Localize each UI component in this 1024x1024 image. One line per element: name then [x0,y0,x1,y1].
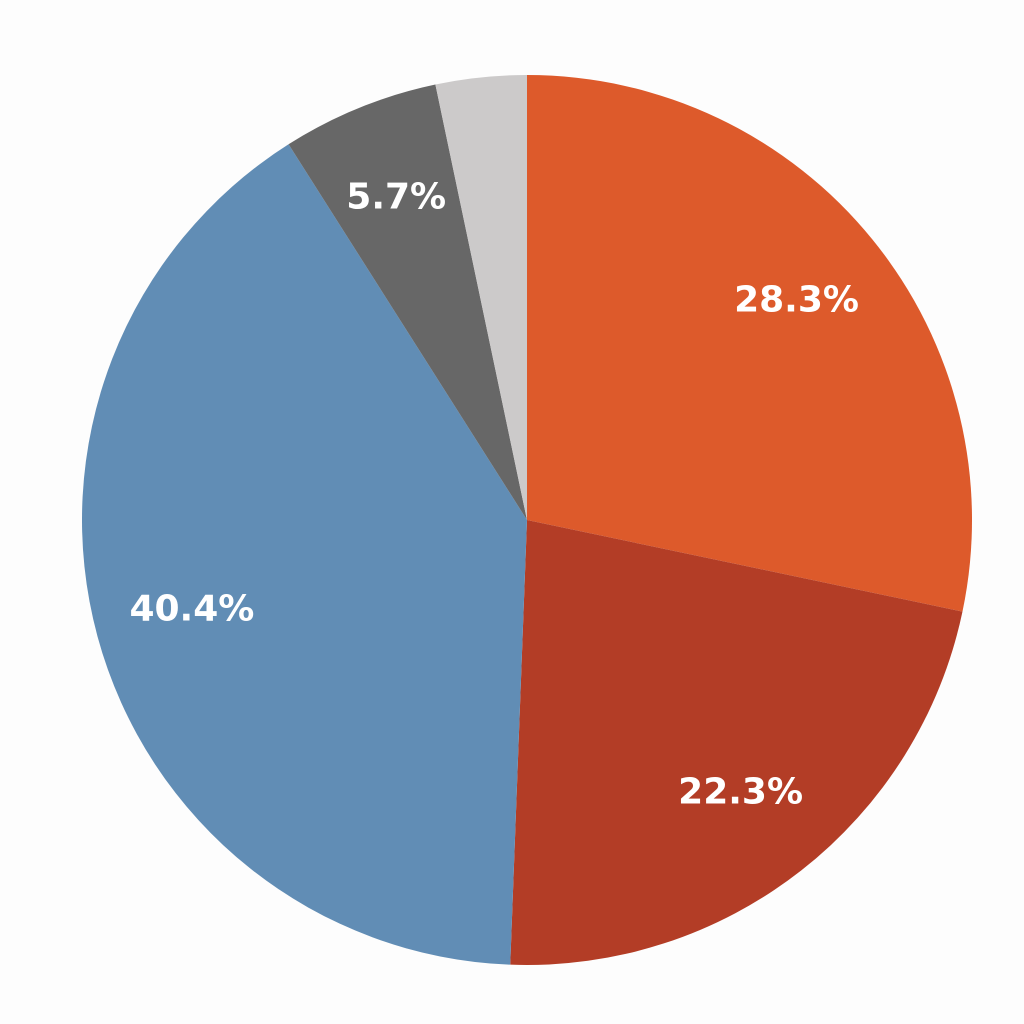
slice-label: 22.3% [678,772,803,813]
slice-label: 40.4% [129,589,254,630]
pie-slice [435,75,527,520]
pie-slice [527,75,972,612]
slice-label: 28.3% [734,279,859,320]
pie-slice [81,144,528,965]
pie-slice [288,84,527,520]
slice-label: 5.7% [346,176,446,217]
pie-slice [510,520,963,965]
